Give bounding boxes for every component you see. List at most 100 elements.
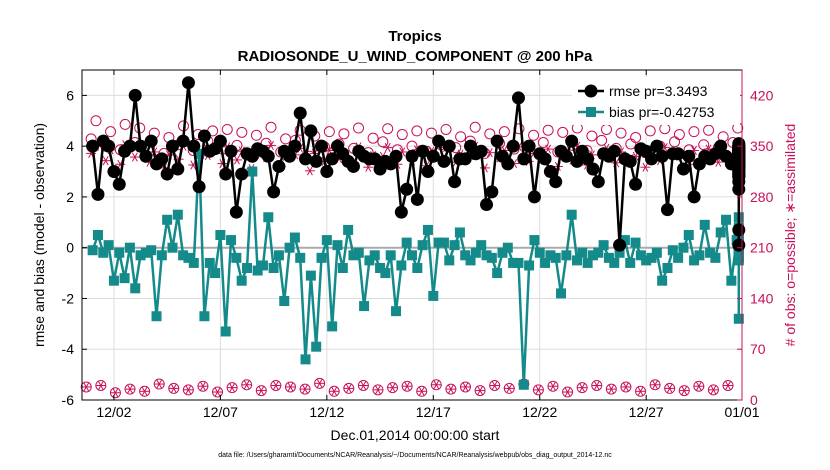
bias-point — [375, 263, 386, 273]
bias-point — [359, 301, 370, 312]
count-assimilated-stroke — [384, 143, 391, 153]
count-assimilated-marker — [95, 380, 106, 391]
count-assimilated-stroke — [477, 385, 483, 396]
bias-point — [476, 240, 487, 251]
count-assimilated-marker — [416, 386, 427, 396]
bias-point — [433, 237, 444, 248]
bias-point — [183, 252, 194, 263]
count-assimilated-marker — [547, 381, 558, 391]
count-assimilated-marker — [431, 380, 442, 390]
count-possible-marker — [440, 123, 452, 135]
count-assimilated-marker — [212, 387, 223, 397]
count-assimilated-marker — [708, 385, 719, 395]
bias-point — [428, 290, 439, 301]
bias-point — [454, 227, 465, 238]
count-assimilated-stroke — [579, 383, 586, 393]
bias-point — [295, 252, 306, 263]
count-assimilated-marker — [723, 380, 734, 391]
bias-point — [135, 250, 146, 261]
rmse-point — [123, 139, 137, 153]
count-possible-marker — [367, 132, 379, 144]
count-assimilated-marker — [679, 385, 690, 396]
count-assimilated-stroke — [535, 385, 542, 395]
count-assimilated-stroke — [214, 387, 221, 397]
rmse-point — [389, 149, 403, 163]
count-assimilated-stroke — [695, 381, 702, 391]
count-assimilated-marker — [266, 140, 277, 151]
rmse-point — [288, 139, 302, 153]
bias-point — [566, 209, 577, 220]
rmse-point — [368, 152, 382, 166]
rmse-point — [543, 165, 557, 179]
count-assimilated-stroke — [462, 382, 469, 392]
y-right-tick-label: 140 — [750, 290, 774, 306]
bias-point — [598, 240, 609, 251]
bias-point — [662, 263, 673, 273]
count-assimilated-stroke — [131, 152, 138, 162]
rmse-point — [660, 203, 674, 217]
rmse-point — [517, 152, 531, 166]
count-possible-marker — [338, 128, 350, 140]
bias-point — [369, 250, 380, 261]
rmse-point — [91, 187, 105, 201]
count-assimilated-marker — [475, 385, 486, 396]
count-possible-marker — [615, 127, 627, 139]
count-assimilated-marker — [372, 385, 383, 395]
rmse-point — [682, 149, 696, 163]
bias-point — [156, 250, 167, 261]
rmse-point — [128, 88, 142, 102]
count-assimilated-marker — [129, 152, 140, 162]
rmse-point — [134, 139, 148, 153]
bias-point — [401, 237, 412, 248]
count-assimilated-stroke — [200, 381, 206, 391]
bias-point — [534, 247, 545, 258]
count-assimilated-marker — [533, 385, 544, 395]
count-assimilated-stroke — [564, 387, 571, 397]
count-assimilated-stroke — [302, 384, 308, 394]
bias-point — [273, 250, 284, 261]
count-assimilated-marker — [241, 380, 252, 390]
count-assimilated-stroke — [243, 380, 250, 390]
bias-point — [337, 263, 348, 273]
y-tick-label: 6 — [66, 87, 74, 103]
rmse-point — [112, 177, 126, 191]
count-possible-marker — [586, 130, 598, 142]
count-assimilated-marker — [693, 381, 704, 391]
bias-point — [577, 247, 588, 258]
bias-point — [726, 275, 737, 286]
count-assimilated-marker — [382, 143, 393, 153]
bias-point — [257, 260, 268, 271]
bias-point — [513, 257, 524, 268]
count-possible-marker — [250, 129, 262, 141]
rmse-point — [687, 190, 701, 204]
rmse-point — [293, 106, 307, 120]
count-assimilated-stroke — [550, 381, 556, 391]
rmse-point — [655, 149, 669, 163]
bias-point — [683, 230, 694, 240]
count-assimilated-marker — [183, 385, 194, 395]
bias-point — [609, 257, 620, 268]
bias-point — [422, 224, 433, 235]
count-assimilated-marker — [197, 381, 208, 391]
bias-point — [364, 255, 375, 266]
bias-point — [625, 257, 636, 268]
rmse-point — [320, 165, 334, 179]
y-right-tick-label: 350 — [750, 138, 774, 154]
bias-point — [263, 212, 274, 223]
count-assimilated-marker — [139, 386, 150, 396]
count-possible-marker — [698, 139, 710, 151]
count-assimilated-marker — [640, 162, 651, 172]
y-axis-right-ticks: 0 70 140 210 280 350 420 — [737, 70, 774, 408]
rmse-point — [538, 152, 552, 166]
rmse-point — [261, 149, 275, 163]
count-assimilated-stroke — [404, 381, 411, 391]
rmse-point — [176, 134, 190, 148]
rmse-point — [565, 134, 579, 148]
bias-point — [497, 247, 508, 258]
bias-point — [710, 252, 721, 263]
bias-point — [417, 240, 428, 251]
count-assimilated-marker — [343, 383, 354, 393]
bias-point — [635, 250, 646, 261]
count-assimilated-stroke — [97, 380, 104, 391]
bias-point — [172, 209, 183, 220]
